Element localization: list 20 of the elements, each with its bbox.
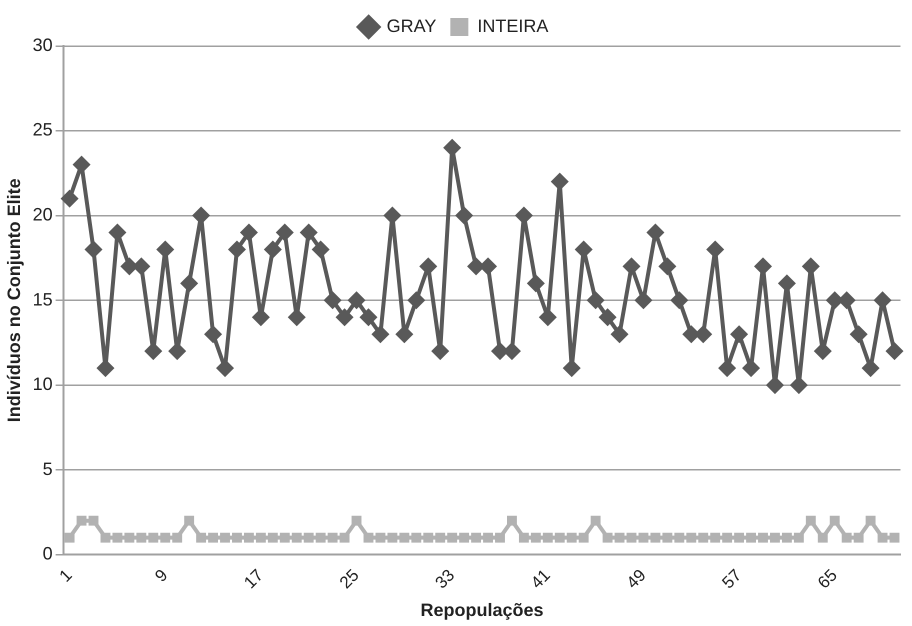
legend-label: INTEIRA <box>477 16 548 36</box>
x-tick-label: 33 <box>431 566 458 592</box>
y-tick-label: 20 <box>32 204 53 225</box>
x-tick-label: 57 <box>718 566 746 592</box>
y-tick-label: 0 <box>42 544 53 564</box>
x-axis-title: Repopulações <box>420 600 544 620</box>
y-tick-label: 30 <box>32 34 53 55</box>
y-tick-label: 5 <box>42 458 53 479</box>
y-tick-label: 25 <box>32 120 53 140</box>
x-tick-label: 1 <box>56 566 76 586</box>
x-tick-label: 17 <box>240 566 268 592</box>
x-tick-label: 49 <box>622 566 650 592</box>
x-tick-label: 41 <box>527 566 554 592</box>
x-tick-label: 25 <box>336 566 363 592</box>
x-tick-label: 65 <box>814 566 841 592</box>
y-axis-title: Indivíduos no Conjunto Elite <box>4 178 24 422</box>
y-tick-label: 15 <box>32 289 53 310</box>
legend-label: GRAY <box>386 16 436 36</box>
y-tick-label: 10 <box>32 374 53 394</box>
x-tick-label: 9 <box>151 566 172 586</box>
